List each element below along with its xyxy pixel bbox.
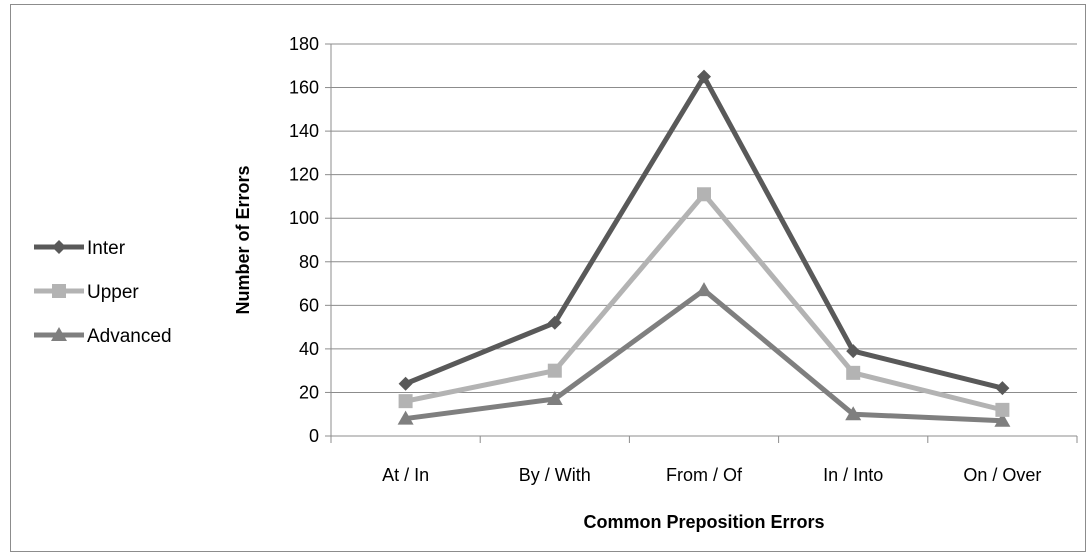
y-tick-label: 100 xyxy=(289,208,319,228)
data-point xyxy=(995,381,1010,396)
legend-label: Inter xyxy=(87,238,126,259)
data-point xyxy=(697,69,711,84)
series-line xyxy=(405,191,1004,413)
y-axis-ticks: 0 20 40 60 80 100 120 140 160 180 xyxy=(289,34,331,446)
y-tick-label: 140 xyxy=(289,121,319,141)
y-axis-title: Number of Errors xyxy=(233,165,253,314)
legend-label: Upper xyxy=(87,282,139,303)
x-tick-label: At / In xyxy=(382,465,429,485)
axes xyxy=(330,44,1077,437)
data-point xyxy=(994,412,1011,427)
x-tick-label: From / Of xyxy=(666,465,743,485)
series-line xyxy=(405,287,1003,424)
data-point xyxy=(697,187,711,202)
data-point xyxy=(547,363,562,378)
x-tick-label: By / With xyxy=(519,465,591,485)
series-advanced xyxy=(397,282,1011,427)
data-point xyxy=(846,365,861,380)
x-tick-label: In / Into xyxy=(823,465,883,485)
y-tick-label: 160 xyxy=(289,78,319,98)
series-line xyxy=(404,74,1004,391)
legend-item-inter: Inter xyxy=(34,238,126,259)
legend-marker xyxy=(52,240,66,254)
data-point xyxy=(397,410,414,425)
y-tick-label: 40 xyxy=(299,339,319,359)
x-axis-ticks: At / In By / With From / Of In / Into On / O… xyxy=(330,436,1078,485)
data-point xyxy=(547,315,562,330)
chart-frame xyxy=(10,4,1086,552)
y-tick-label: 0 xyxy=(309,426,319,446)
data-point xyxy=(696,282,712,297)
legend: Inter Upper Advanced xyxy=(34,238,172,347)
gridlines xyxy=(331,43,1077,393)
legend-label: Advanced xyxy=(87,326,172,347)
legend-marker xyxy=(52,284,66,298)
x-axis-title: Common Preposition Errors xyxy=(583,512,824,532)
y-tick-label: 180 xyxy=(289,34,319,54)
y-tick-label: 80 xyxy=(299,252,319,272)
data-point xyxy=(546,390,563,405)
series-lines xyxy=(397,69,1011,427)
y-tick-label: 20 xyxy=(299,382,319,402)
data-point xyxy=(995,402,1010,417)
data-point xyxy=(398,394,413,409)
x-tick-label: On / Over xyxy=(963,465,1041,485)
series-upper xyxy=(398,187,1010,417)
legend-marker xyxy=(51,327,67,341)
series-inter xyxy=(398,69,1010,396)
legend-item-upper: Upper xyxy=(34,282,139,303)
y-tick-label: 60 xyxy=(299,295,319,315)
legend-item-advanced: Advanced xyxy=(34,326,172,347)
data-point xyxy=(846,344,861,359)
y-tick-label: 120 xyxy=(289,165,319,185)
data-point xyxy=(845,406,862,421)
data-point xyxy=(398,376,413,391)
